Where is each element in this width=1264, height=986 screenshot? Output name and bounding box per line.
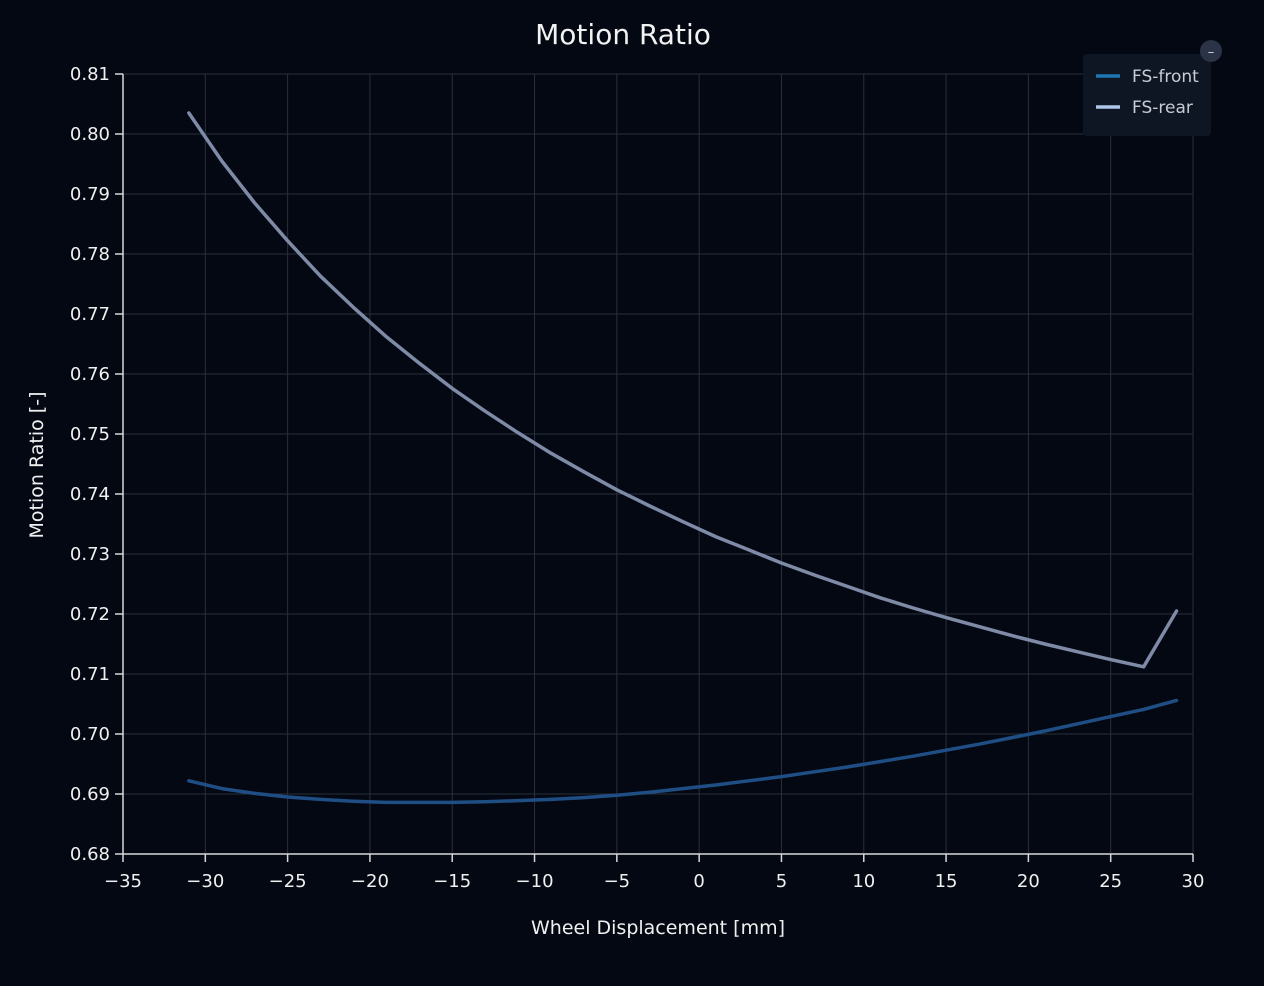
y-tick-label: 0.69 xyxy=(70,784,110,805)
y-tick-label: 0.71 xyxy=(70,664,110,685)
y-tick-label: 0.72 xyxy=(70,604,110,625)
legend-label: FS-front xyxy=(1132,67,1199,87)
x-tick-label: −10 xyxy=(516,871,554,892)
y-tick-label: 0.68 xyxy=(70,844,110,865)
x-tick-label: −20 xyxy=(351,871,389,892)
series-layer xyxy=(187,111,1179,805)
x-tick-label: 10 xyxy=(852,871,875,892)
x-tick-label: −35 xyxy=(104,871,142,892)
x-tick-label: 25 xyxy=(1099,871,1122,892)
legend[interactable]: FS-front FS-rear – xyxy=(1083,40,1222,136)
x-axis-title: Wheel Displacement [mm] xyxy=(531,917,785,939)
chart-title: Motion Ratio xyxy=(535,18,711,51)
legend-collapse-label: – xyxy=(1208,45,1215,60)
x-tick-label: 20 xyxy=(1017,871,1040,892)
y-tick-label: 0.80 xyxy=(70,124,110,145)
legend-collapse-button[interactable]: – xyxy=(1200,40,1222,62)
x-tick-label: −15 xyxy=(433,871,471,892)
x-tick-label: 30 xyxy=(1182,871,1205,892)
y-tick-label: 0.70 xyxy=(70,724,110,745)
x-tick-label: 0 xyxy=(693,871,704,892)
legend-item-fs-rear[interactable]: FS-rear xyxy=(1096,98,1193,118)
legend-item-fs-front[interactable]: FS-front xyxy=(1096,67,1199,87)
y-tick-label: 0.76 xyxy=(70,364,110,385)
y-tick-label: 0.74 xyxy=(70,484,110,505)
y-tick-label: 0.78 xyxy=(70,244,110,265)
y-tick-label: 0.73 xyxy=(70,544,110,565)
y-tick-label: 0.75 xyxy=(70,424,110,445)
x-tick-label: 15 xyxy=(935,871,958,892)
grid-layer xyxy=(122,73,1194,855)
x-tick-label: −30 xyxy=(186,871,224,892)
legend-label: FS-rear xyxy=(1132,98,1193,118)
axes-layer: −35 −30 −25 −20 −15 −10 −5 0 5 10 15 20 25 30 0.68 0.69… xyxy=(70,64,1205,892)
minus-icon xyxy=(1200,40,1222,62)
y-tick-label: 0.79 xyxy=(70,184,110,205)
series-line-fs-rear xyxy=(187,111,1179,669)
series-line-fs-front xyxy=(187,698,1179,805)
x-tick-label: −25 xyxy=(269,871,307,892)
x-tick-label: 5 xyxy=(776,871,787,892)
y-axis-title: Motion Ratio [-] xyxy=(26,392,48,539)
y-tick-label: 0.77 xyxy=(70,304,110,325)
x-tick-label: −5 xyxy=(604,871,631,892)
y-tick-label: 0.81 xyxy=(70,64,110,85)
